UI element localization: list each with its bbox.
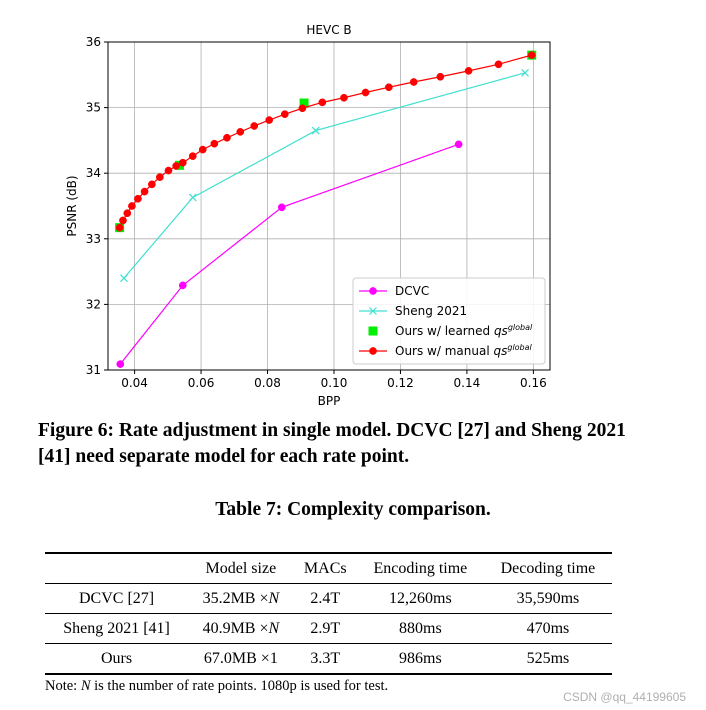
data-point-ours-w-manual	[361, 88, 370, 97]
figure-caption: Figure 6: Rate adjustment in single mode…	[38, 420, 626, 467]
data-point-dcvc	[178, 281, 187, 290]
chart-title: HEVC B	[306, 23, 351, 37]
data-point-sheng-2021	[521, 68, 529, 77]
data-point-ours-w-manual	[223, 133, 231, 142]
legend-entry-ours-w-learned: Ours w/ learned qsglobal	[395, 323, 533, 338]
model-size-cell: 35.2MB ×N	[202, 589, 280, 607]
watermark: CSDN @qq_44199605	[563, 690, 686, 704]
data-point-ours-w-manual	[464, 67, 473, 75]
data-point-ours-w-manual	[172, 162, 180, 170]
data-point-ours-w-manual	[134, 194, 142, 203]
data-point-ours-w-manual	[123, 209, 132, 218]
y-tick-label: 35	[86, 101, 101, 115]
table-row: DCVC [27] 35.2MB ×N 2.4T 12,260ms 35,590…	[45, 584, 612, 614]
data-point-ours-w-manual	[115, 223, 124, 232]
data-point-ours-w-manual	[188, 152, 197, 160]
y-axis-label: PSNR (dB)	[65, 175, 79, 236]
data-point-ours-w-manual	[527, 51, 536, 59]
legend-box	[352, 277, 546, 365]
data-point-ours-w-manual	[140, 187, 149, 196]
data-point-ours-w-manual	[198, 145, 207, 154]
macs-cell: 3.3T	[310, 649, 341, 667]
table-row: Sheng 2021 [41] 40.9MB ×N 2.9T 880ms 470…	[45, 614, 612, 644]
data-point-ours-w-manual	[148, 180, 156, 189]
data-point-dcvc	[277, 203, 286, 212]
method-cell: Sheng 2021 [41]	[63, 619, 170, 637]
legend-entry-dcvc: DCVC	[395, 284, 429, 298]
series-line-ours-w-manual	[119, 54, 532, 228]
macs-cell: 2.4T	[310, 589, 341, 607]
data-point-ours-w-manual	[280, 110, 289, 119]
x-tick-label: 0.12	[387, 376, 414, 390]
data-point-dcvc	[116, 360, 125, 368]
data-point-ours-w-manual	[250, 122, 259, 130]
x-tick-label: 0.16	[520, 376, 547, 390]
y-tick-label: 31	[86, 363, 101, 377]
table-header-row: Model size MACs Encoding time Decoding t…	[45, 553, 612, 584]
y-tick-label: 33	[86, 232, 101, 246]
model-size-cell: 67.0MB ×1	[203, 649, 278, 667]
y-tick-label: 32	[86, 297, 101, 311]
legend-marker-dcvc	[369, 287, 377, 295]
data-point-ours-w-manual	[494, 60, 503, 69]
data-point-ours-w-manual	[155, 173, 164, 181]
data-point-ours-w-manual	[178, 158, 187, 167]
data-point-ours-w-manual	[409, 78, 418, 86]
table-note: Note: N is the number of rate points. 10…	[45, 678, 389, 694]
x-tick-label: 0.10	[321, 376, 348, 390]
data-point-ours-w-manual	[265, 116, 274, 124]
data-point-ours-w-manual	[119, 216, 127, 225]
decoding-cell: 35,590ms	[516, 589, 580, 607]
data-point-ours-w-manual	[384, 83, 393, 92]
header-cell	[45, 553, 188, 584]
encoding-cell: 12,260ms	[389, 589, 452, 607]
legend-marker-ours-w-learned	[368, 326, 378, 336]
data-point-ours-w-manual	[298, 104, 307, 113]
data-point-ours-w-manual	[436, 72, 445, 81]
complexity-table-wrap: Model size MACs Encoding time Decoding t…	[45, 552, 612, 675]
data-point-ours-w-manual	[318, 98, 327, 107]
plot-frame	[107, 41, 551, 371]
header-cell: MACs	[303, 559, 347, 577]
encoding-cell: 986ms	[399, 649, 442, 667]
data-point-ours-w-manual	[128, 202, 136, 210]
x-tick-label: 0.14	[454, 376, 481, 390]
legend-marker-ours-w-manual	[369, 347, 377, 355]
encoding-cell: 880ms	[399, 619, 442, 637]
y-tick-label: 36	[86, 35, 101, 49]
series-line-dcvc	[119, 143, 459, 365]
method-cell: DCVC [27]	[78, 589, 155, 607]
table-title: Table 7: Complexity comparison.	[215, 499, 491, 520]
data-point-sheng-2021	[188, 193, 197, 202]
header-cell: Decoding time	[500, 559, 596, 577]
y-tick-label: 34	[86, 166, 101, 180]
model-size-cell: 40.9MB ×N	[202, 619, 280, 637]
macs-cell: 2.9T	[310, 619, 341, 637]
data-point-ours-w-manual	[340, 93, 348, 102]
legend-marker-sheng-2021	[369, 307, 377, 315]
decoding-cell: 525ms	[526, 649, 570, 667]
decoding-cell: 470ms	[526, 619, 570, 637]
series-line-sheng-2021	[123, 72, 526, 279]
header-cell: Model size	[205, 559, 277, 577]
data-point-ours-w-manual	[236, 128, 245, 136]
header-cell: Encoding time	[373, 559, 468, 577]
rate-psnr-chart: 0.04 0.06 0.08 0.10 0.12 0.14 0.16 31 32 33 34 35 36…	[65, 23, 551, 408]
data-point-sheng-2021	[120, 274, 128, 283]
figure-6: 0.04 0.06 0.08 0.10 0.12 0.14 0.16 31 32 33 34 35 36…	[65, 23, 551, 408]
x-axis-label: BPP	[318, 394, 341, 408]
data-point-sheng-2021	[311, 126, 320, 135]
method-cell: Ours	[100, 649, 133, 667]
legend-entry-sheng-2021: Sheng 2021	[395, 304, 467, 318]
x-tick-label: 0.08	[254, 376, 281, 390]
table-row: Ours 67.0MB ×1 3.3T 986ms 525ms	[45, 644, 612, 674]
x-tick-label: 0.04	[121, 376, 148, 390]
x-tick-label: 0.06	[188, 376, 215, 390]
data-point-ours-w-manual	[164, 166, 173, 175]
data-point-ours-w-learned	[299, 98, 309, 108]
data-point-dcvc	[454, 140, 463, 149]
data-point-ours-w-manual	[210, 139, 219, 148]
legend-entry-ours-w-manual: Ours w/ manual qsglobal	[395, 343, 533, 358]
complexity-table: Model size MACs Encoding time Decoding t…	[45, 552, 612, 675]
